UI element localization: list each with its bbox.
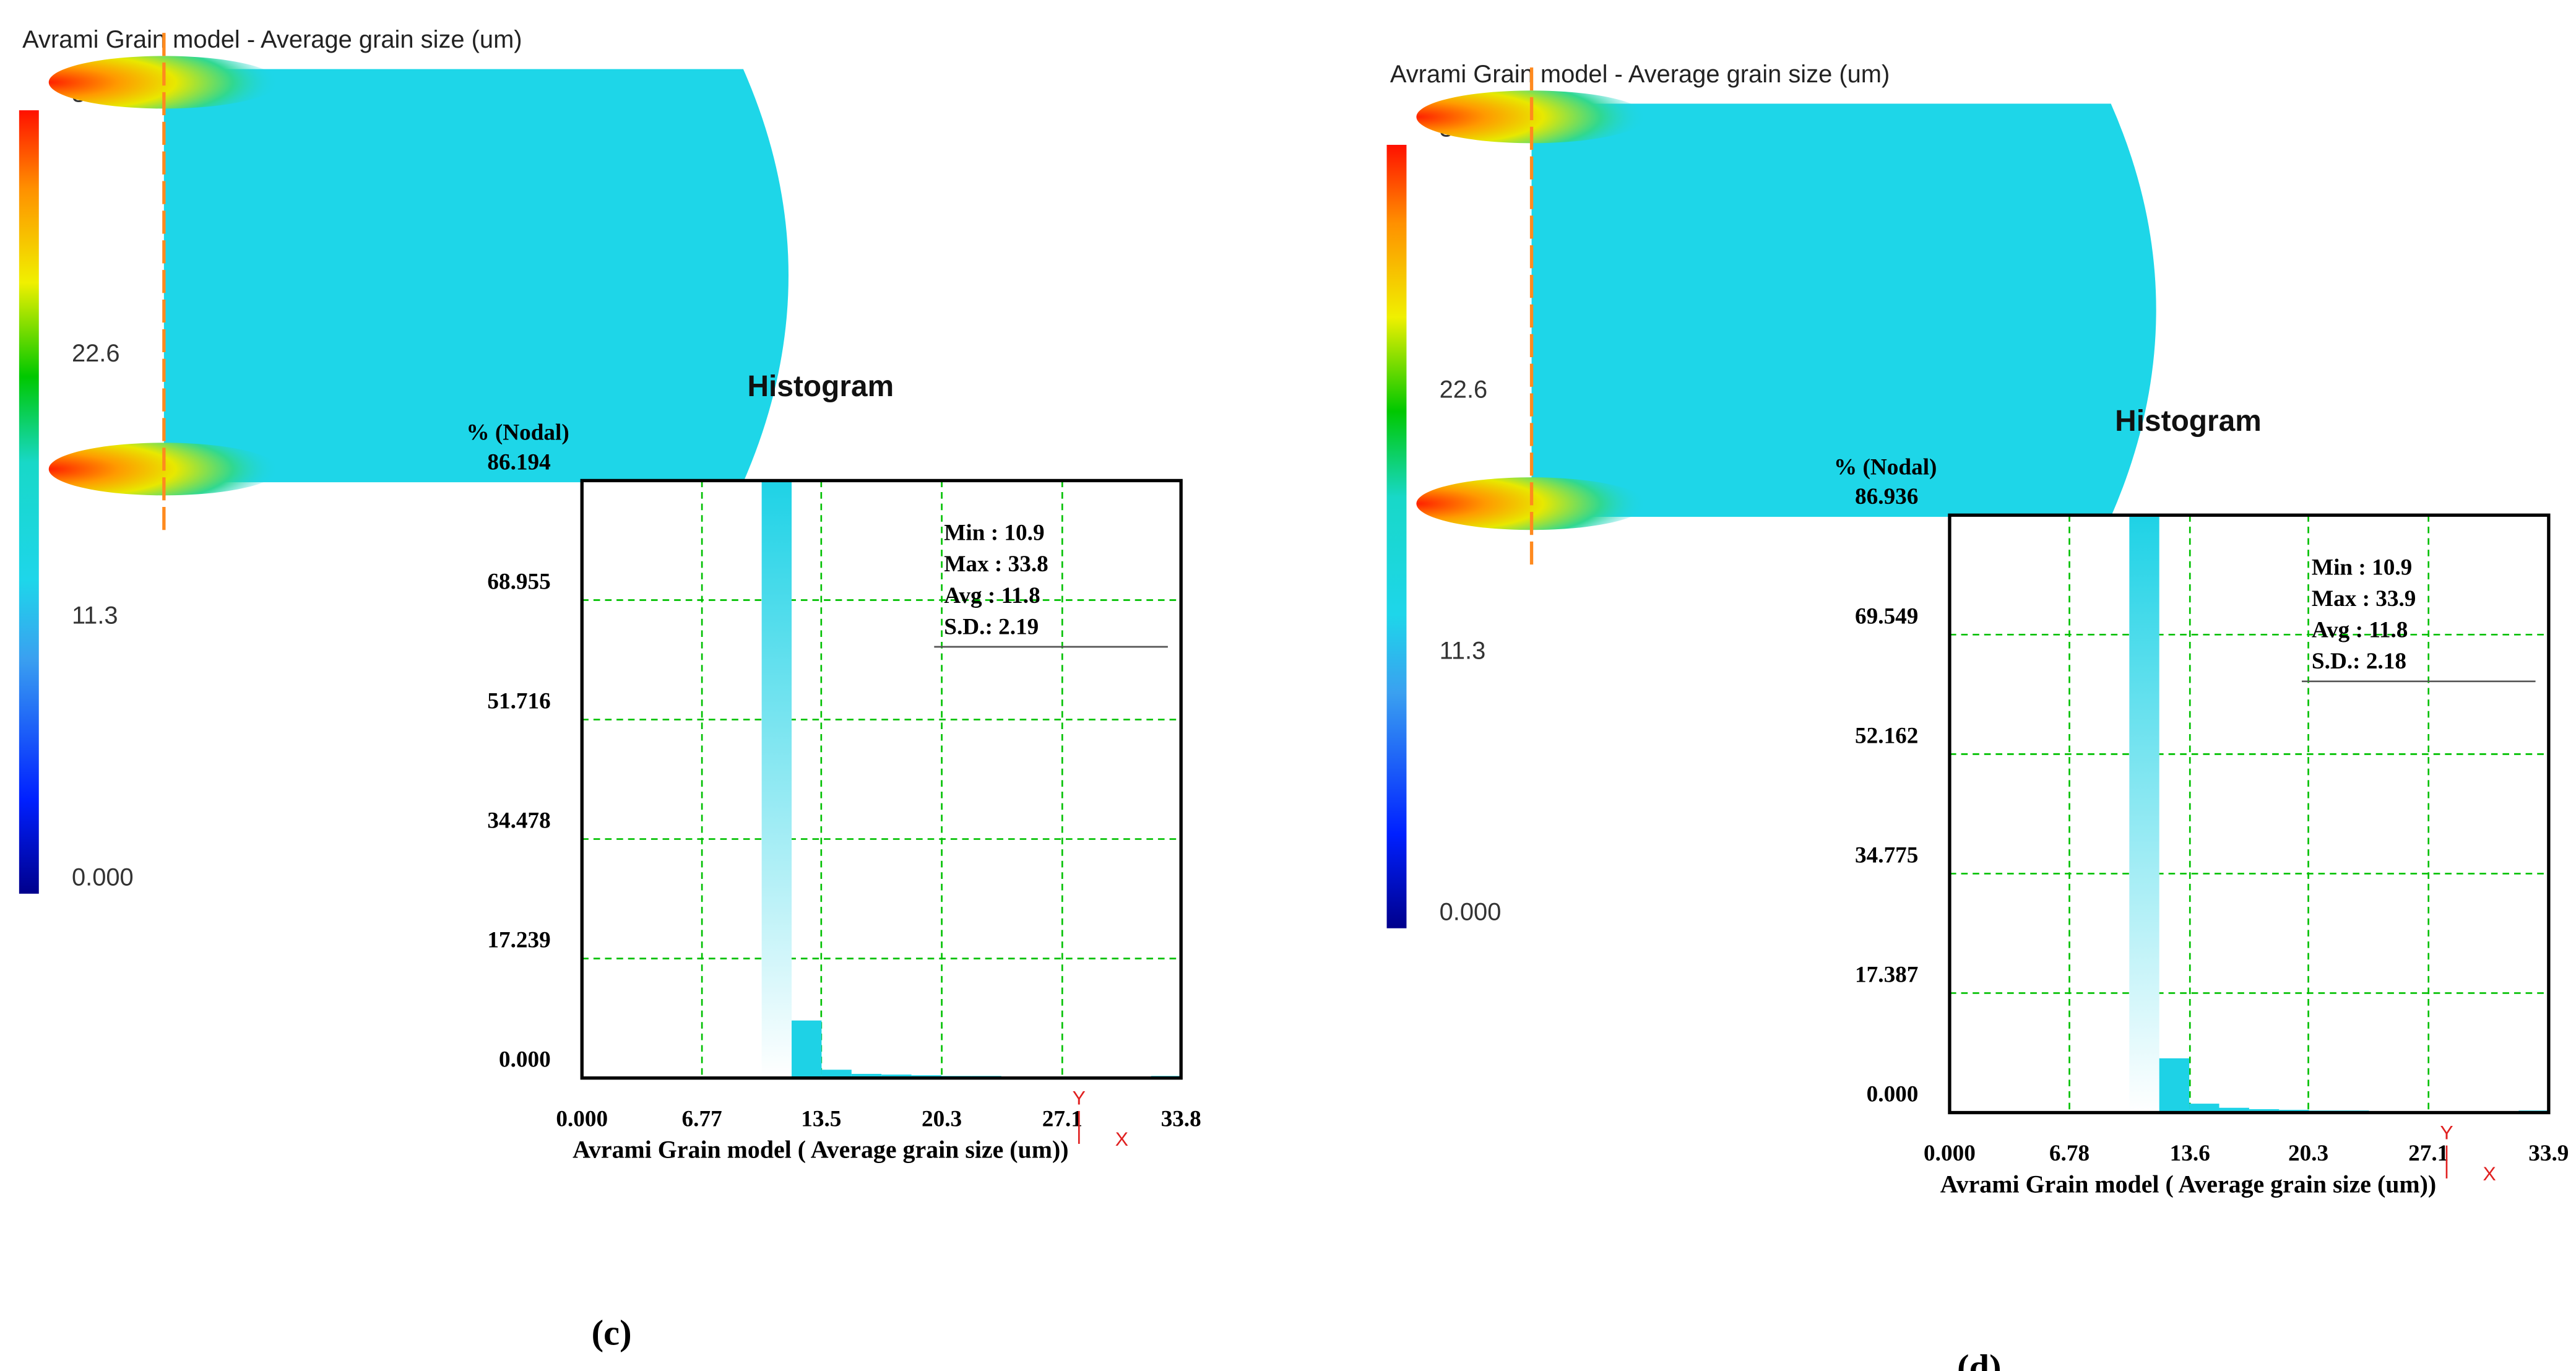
x-tick-label: 33.9 xyxy=(2528,1141,2569,1166)
stat-text: Avg : 11.8 xyxy=(2312,618,2408,643)
histogram-title: Histogram xyxy=(2115,405,2262,438)
y-tick-label: 86.936 xyxy=(1855,484,1918,509)
histogram-bar xyxy=(2189,1104,2219,1113)
y-axis-label: % (Nodal) xyxy=(466,420,569,446)
panel-label: (c) xyxy=(592,1313,632,1353)
colorbar xyxy=(19,110,39,894)
panel-title: Avrami Grain model - Average grain size … xyxy=(22,26,522,53)
y-tick-label: 34.775 xyxy=(1855,842,1918,868)
panel: Avrami Grain model - Average grain size … xyxy=(1386,61,2569,1371)
panel: Avrami Grain model - Average grain size … xyxy=(19,26,1201,1353)
histogram-bar xyxy=(2129,515,2159,1113)
y-tick-label: 17.239 xyxy=(487,928,550,953)
stat-text: Min : 10.9 xyxy=(944,521,1044,546)
x-tick-label: 27.1 xyxy=(2408,1141,2448,1166)
stat-text: Max : 33.8 xyxy=(944,551,1048,577)
colorbar-tick-label: 11.3 xyxy=(1440,637,1486,664)
contour-body xyxy=(163,69,789,483)
y-tick-label: 68.955 xyxy=(487,569,550,594)
panel-title: Avrami Grain model - Average grain size … xyxy=(1390,61,1890,88)
histogram-bar xyxy=(2219,1107,2249,1113)
stat-text: Max : 33.9 xyxy=(2312,586,2416,612)
histogram-bar xyxy=(792,1020,822,1078)
x-tick-label: 13.6 xyxy=(2170,1141,2210,1166)
stat-text: Min : 10.9 xyxy=(2312,555,2412,581)
y-tick-label: 52.162 xyxy=(1855,723,1918,748)
histogram-bar xyxy=(821,1070,852,1078)
x-tick-label: 33.8 xyxy=(1161,1106,1201,1131)
x-tick-label: 6.77 xyxy=(682,1106,722,1131)
histogram-bar xyxy=(2159,1058,2190,1113)
histogram-bar xyxy=(761,480,792,1078)
plot-area xyxy=(582,480,1182,1078)
stat-text: S.D.: 2.18 xyxy=(2312,649,2406,674)
histogram-bar xyxy=(2249,1109,2280,1113)
colorbar-tick-label: 11.3 xyxy=(72,602,118,629)
x-tick-label: 6.78 xyxy=(2049,1141,2090,1166)
axis-triad-y: Y xyxy=(2440,1122,2453,1144)
contour-body xyxy=(1531,103,2156,517)
x-tick-label: 0.000 xyxy=(1924,1141,1976,1166)
y-axis-label: % (Nodal) xyxy=(1834,454,1937,480)
colorbar-tick-label: 22.6 xyxy=(1440,376,1488,404)
axis-triad-x: X xyxy=(1115,1128,1128,1150)
axis-triad-x: X xyxy=(2483,1162,2496,1185)
y-tick-label: 17.387 xyxy=(1855,962,1918,987)
colorbar-tick-label: 0.000 xyxy=(1440,898,1502,925)
panel-label: (d) xyxy=(1957,1347,2001,1371)
colorbar xyxy=(1386,144,1407,928)
plot-frame xyxy=(580,478,1183,1080)
y-tick-label: 69.549 xyxy=(1855,603,1918,629)
histogram-bar xyxy=(851,1073,882,1078)
histogram-bar xyxy=(881,1075,912,1078)
x-tick-label: 13.5 xyxy=(801,1106,841,1131)
x-tick-label: 20.3 xyxy=(922,1106,962,1131)
y-tick-label: 51.716 xyxy=(487,689,550,714)
axis-triad-y: Y xyxy=(1073,1087,1086,1109)
x-tick-label: 27.1 xyxy=(1042,1106,1083,1131)
stat-text: Avg : 11.8 xyxy=(944,583,1040,608)
plot-frame xyxy=(1948,513,2551,1115)
x-tick-label: 0.000 xyxy=(556,1106,608,1131)
x-axis-label: Avrami Grain model ( Average grain size … xyxy=(573,1136,1068,1164)
y-tick-label: 34.478 xyxy=(487,808,550,834)
histogram-title: Histogram xyxy=(747,370,894,403)
x-tick-label: 20.3 xyxy=(2288,1141,2328,1166)
colorbar-tick-label: 22.6 xyxy=(72,340,120,367)
colorbar-tick-label: 0.000 xyxy=(72,863,134,891)
y-tick-label: 0.000 xyxy=(499,1047,551,1073)
y-tick-label: 0.000 xyxy=(1867,1081,1919,1107)
x-axis-label: Avrami Grain model ( Average grain size … xyxy=(1940,1170,2436,1198)
plot-area xyxy=(1949,515,2549,1113)
stat-text: S.D.: 2.19 xyxy=(944,614,1039,639)
y-tick-label: 86.194 xyxy=(487,449,550,475)
